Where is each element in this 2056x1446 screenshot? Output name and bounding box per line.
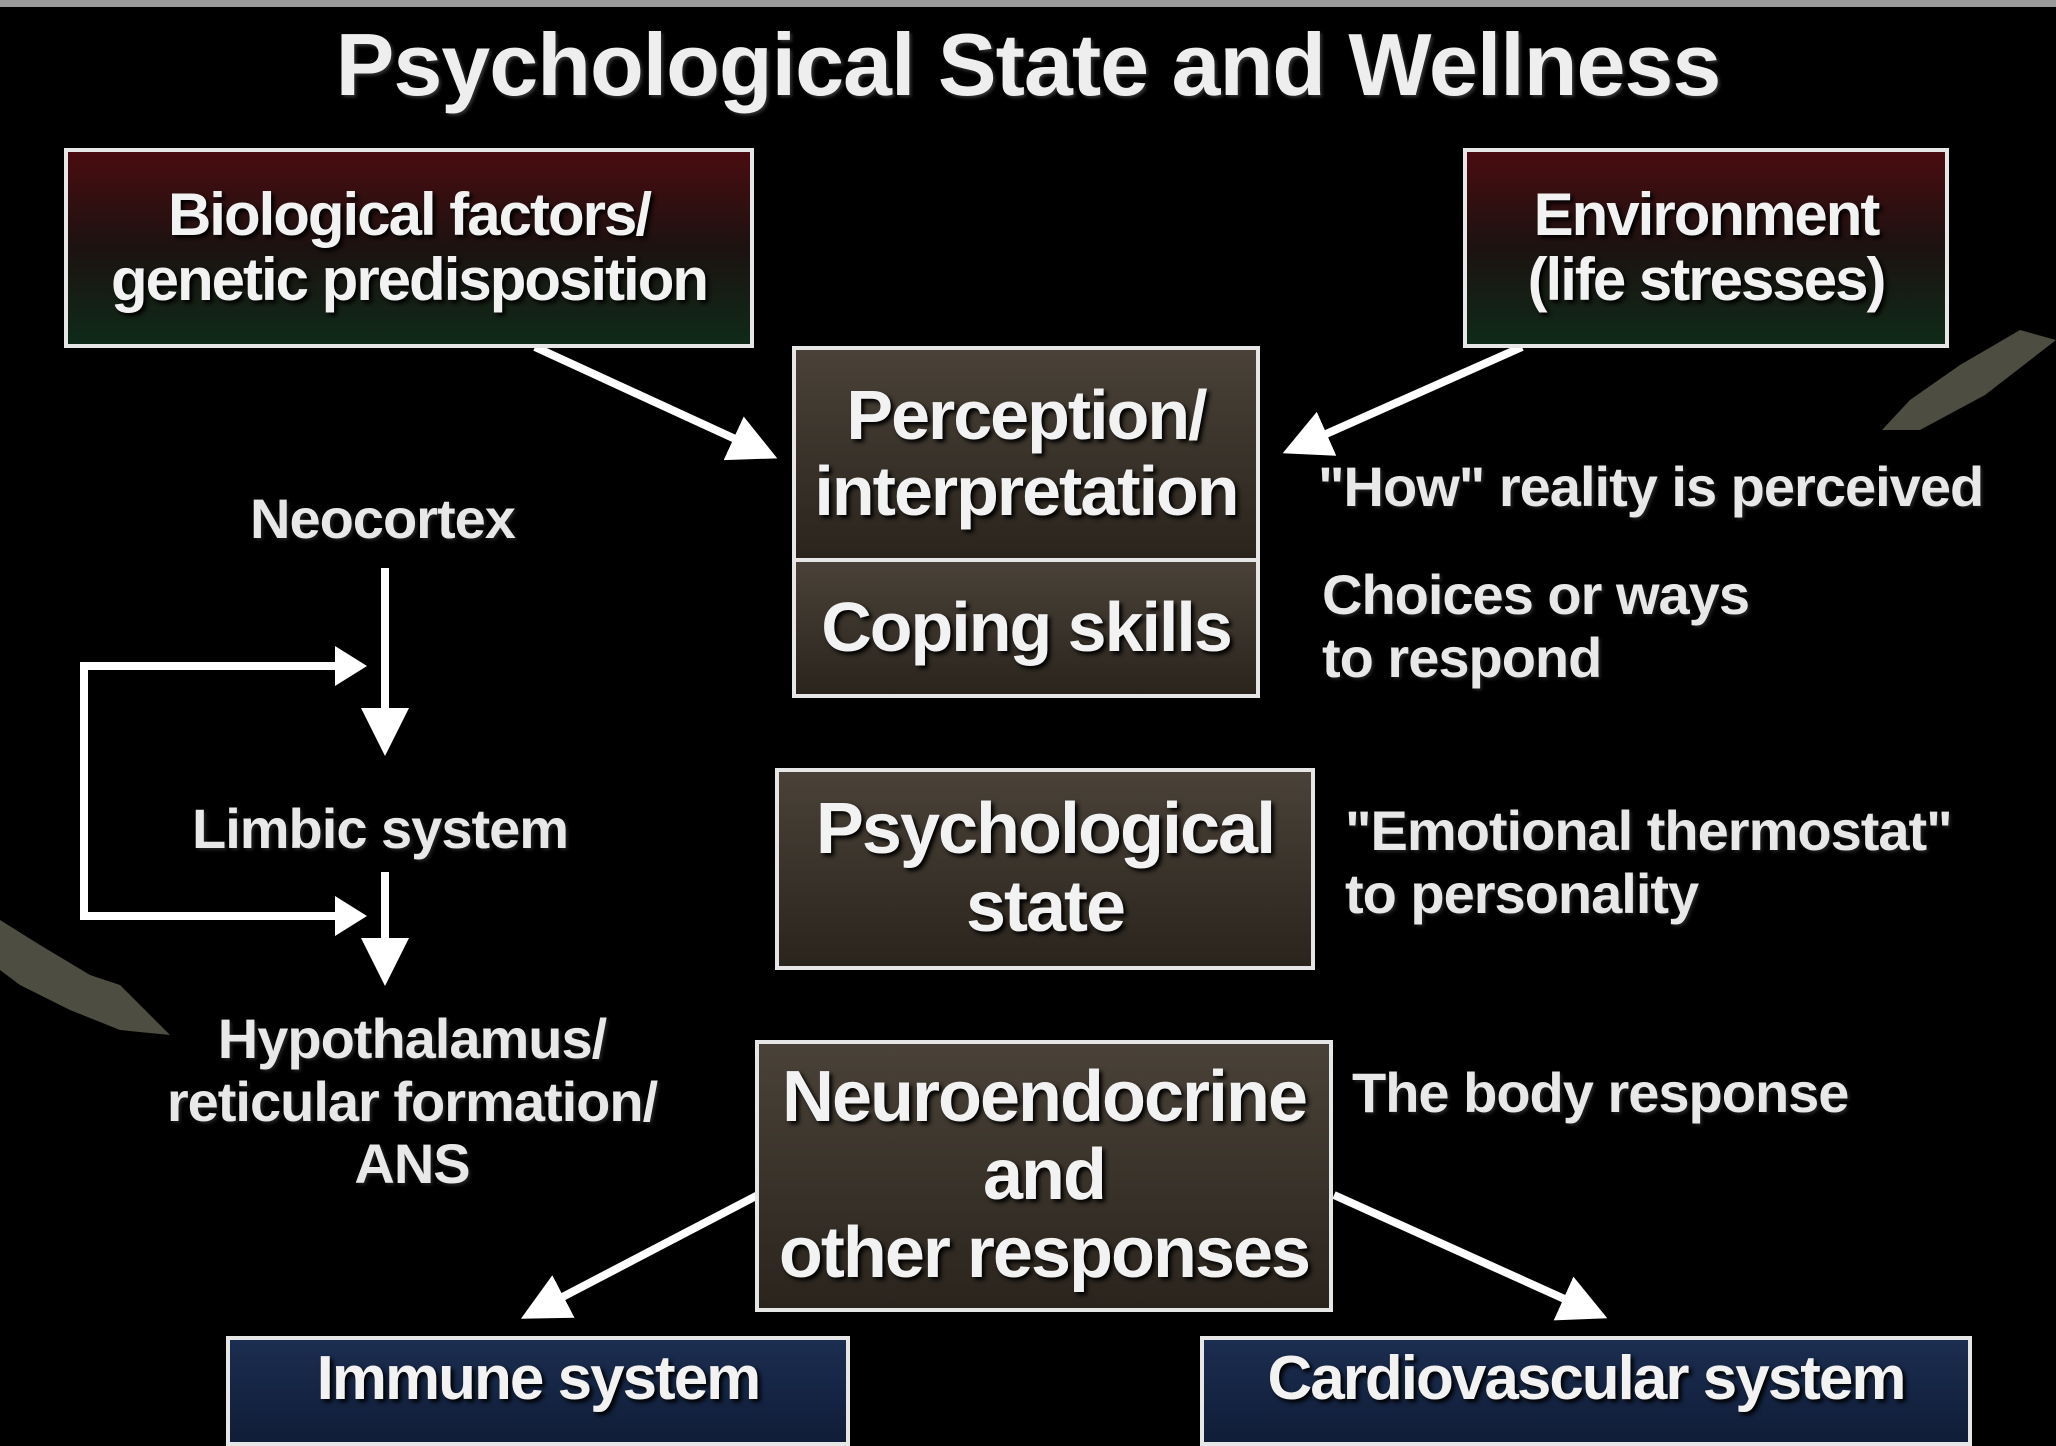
perceived-annotation: "How" reality is perceived [1318, 455, 1984, 519]
choices-line-2: to respond [1322, 625, 1602, 689]
cardiovascular-system-box: Cardiovascular system [1200, 1336, 1972, 1446]
slide-title: Psychological State and Wellness [335, 15, 1722, 114]
arrow-environment-to-perception [1282, 343, 1524, 456]
feedback-arrowhead-top [335, 646, 367, 686]
cardiovascular-label: Cardiovascular system [1267, 1344, 1907, 1413]
hypothalamus-line-3: ANS [354, 1132, 470, 1196]
thermostat-line-1: "Emotional thermostat" [1345, 799, 1953, 862]
neuro-line-2: and [982, 1135, 1107, 1216]
perceived-line-1: "How" reality is perceived [1318, 455, 1984, 518]
perception-line-2: interpretation [814, 452, 1239, 530]
hypothalamus-line-1: Hypothalamus/ [217, 1007, 607, 1070]
arrow-neuro-to-immune [520, 1191, 760, 1319]
neocortex-label: Neocortex [250, 487, 516, 550]
arrow-neuro-to-cardio [1332, 1191, 1608, 1321]
environment-box: Environment (life stresses) [1463, 148, 1949, 348]
biological-line-1: Biological factors/ [167, 181, 652, 249]
pointer-arrow-right [1882, 330, 2056, 430]
feedback-arrowhead-bottom [335, 896, 367, 936]
immune-label: Immune system [316, 1344, 762, 1413]
coping-skills-box: Coping skills [792, 558, 1260, 698]
arrow-biological-to-perception [533, 343, 778, 461]
biological-line-2: genetic predisposition [110, 246, 709, 313]
hypothalamus-line-2: reticular formation/ [166, 1069, 658, 1133]
environment-line-1: Environment [1533, 181, 1881, 249]
biological-factors-box: Biological factors/ genetic predispositi… [64, 148, 754, 348]
immune-system-box: Immune system [226, 1336, 850, 1446]
perception-line-1: Perception/ [846, 376, 1207, 455]
feedback-bracket [80, 662, 340, 920]
neuro-line-3: other responses [778, 1212, 1311, 1293]
perception-box: Perception/ interpretation [792, 346, 1260, 562]
neuro-line-1: Neuroendocrine [781, 1057, 1308, 1138]
body-line-1: The body response [1352, 1061, 1849, 1124]
psych-state-line-1: Psychological [815, 789, 1276, 870]
psych-state-line-2: state [965, 867, 1126, 947]
psychological-state-box: Psychological state [775, 768, 1315, 970]
thermostat-line-2: to personality [1345, 861, 1699, 925]
limbic-system-label: Limbic system [192, 797, 569, 860]
coping-line-1: Coping skills [821, 588, 1233, 667]
thermostat-annotation: "Emotional thermostat" to personality [1345, 799, 1953, 925]
choices-annotation: Choices or ways to respond [1322, 563, 1750, 689]
hypothalamus-label: Hypothalamus/ reticular formation/ ANS [152, 1007, 672, 1196]
choices-line-1: Choices or ways [1322, 563, 1750, 626]
neuroendocrine-box: Neuroendocrine and other responses [755, 1040, 1333, 1312]
pointer-arrow-left [0, 920, 170, 1035]
top-border [0, 0, 2056, 7]
environment-line-2: (life stresses) [1527, 246, 1887, 313]
body-response-annotation: The body response [1352, 1061, 1849, 1125]
